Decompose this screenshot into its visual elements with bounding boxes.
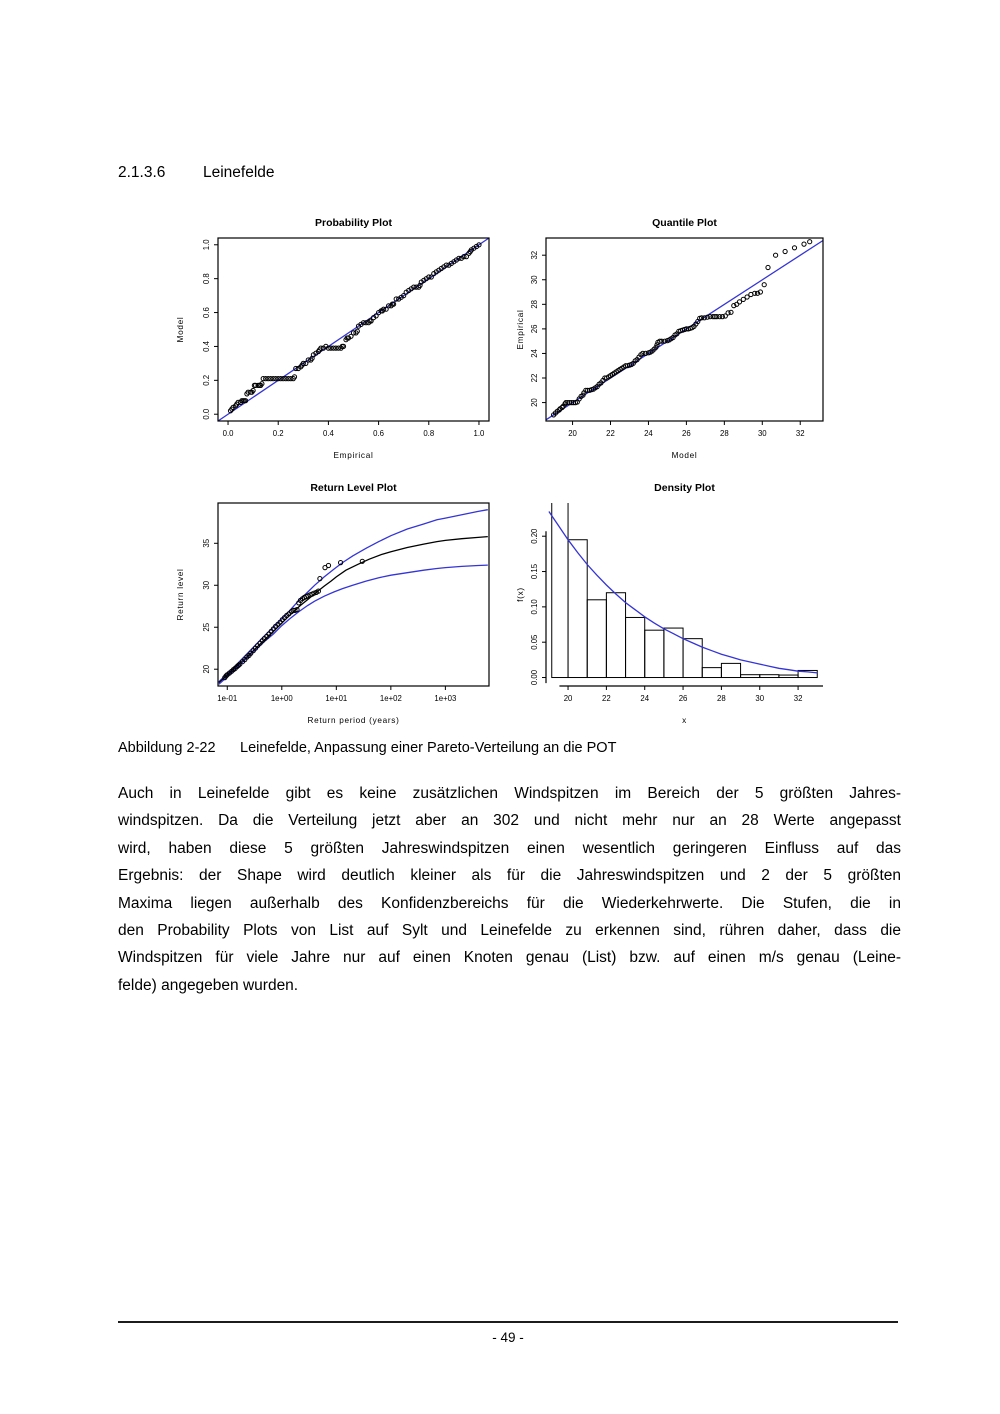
svg-text:26: 26: [682, 429, 691, 438]
svg-text:Empirical: Empirical: [334, 451, 374, 460]
svg-text:20: 20: [530, 398, 539, 407]
svg-text:26: 26: [679, 694, 688, 703]
svg-text:0.2: 0.2: [202, 375, 211, 386]
quantile-plot: 20 22 24 26 28 30 32 20 22 24 26 28 30 32 Quantile Plo…: [510, 205, 855, 470]
caption-label: Abbildung 2-22: [118, 740, 216, 756]
svg-text:Model: Model: [672, 451, 698, 460]
svg-text:0.6: 0.6: [373, 429, 384, 438]
svg-text:0.00: 0.00: [530, 669, 539, 685]
svg-text:26: 26: [530, 325, 539, 334]
svg-text:Quantile Plot: Quantile Plot: [652, 217, 717, 229]
svg-text:1e+03: 1e+03: [434, 694, 456, 703]
svg-text:Return period (years): Return period (years): [307, 716, 399, 725]
density-plot: 20 22 24 26 28 30 32 0.00 0.05 0.10 0.15 0.20 Densit…: [510, 470, 855, 735]
paragraph-line: Auch in Leinefelde gibt es keine zusätzl…: [118, 785, 901, 802]
svg-text:1e+01: 1e+01: [325, 694, 347, 703]
svg-text:0.10: 0.10: [530, 599, 539, 615]
return-level-plot: 1e-01 1e+00 1e+01 1e+02 1e+03 20 25 30 35 Return …: [170, 470, 515, 735]
paragraph-line: wird, haben diese 5 größten Jahreswindsp…: [118, 839, 901, 857]
footer-rule: [118, 1321, 898, 1323]
svg-text:22: 22: [602, 694, 611, 703]
svg-text:0.8: 0.8: [423, 429, 434, 438]
probability-plot: 0.0 0.2 0.4 0.6 0.8 1.0 0.0 0.2 0.4 0.6 0.8 1.0 Prob…: [170, 205, 515, 470]
section-number: 2.1.3.6: [118, 164, 166, 181]
paragraph-line: windspitzen. Da die Verteilung jetzt abe…: [118, 812, 901, 830]
svg-text:0.15: 0.15: [530, 563, 539, 579]
svg-text:24: 24: [640, 694, 649, 703]
svg-text:20: 20: [564, 694, 573, 703]
svg-text:1e+00: 1e+00: [271, 694, 294, 703]
svg-text:32: 32: [530, 251, 539, 260]
svg-text:1e-01: 1e-01: [217, 694, 237, 703]
svg-text:30: 30: [758, 429, 767, 438]
paragraph-line: Ergebnis: der Shape wird deutlich kleine…: [118, 867, 901, 885]
svg-text:0.4: 0.4: [323, 429, 335, 438]
svg-text:30: 30: [755, 694, 764, 703]
svg-text:20: 20: [202, 664, 211, 673]
paragraph-line: Maxima liegen außerhalb des Konfidenzber…: [118, 894, 901, 912]
svg-text:32: 32: [794, 694, 803, 703]
figure-caption: Abbildung 2-22 Leinefelde, Anpassung eine…: [118, 740, 616, 756]
svg-text:22: 22: [606, 429, 615, 438]
svg-text:Return Level Plot: Return Level Plot: [310, 482, 397, 494]
svg-text:28: 28: [720, 429, 729, 438]
caption-text: Leinefelde, Anpassung einer Pareto-Verte…: [240, 740, 617, 756]
svg-text:0.05: 0.05: [530, 634, 539, 650]
svg-text:0.0: 0.0: [202, 408, 211, 420]
svg-text:0.2: 0.2: [273, 429, 284, 438]
svg-text:f(x): f(x): [516, 587, 525, 602]
svg-text:0.20: 0.20: [530, 528, 539, 544]
svg-text:0.0: 0.0: [223, 429, 235, 438]
paragraph-line: den Probability Plots von List auf Sylt …: [118, 922, 901, 940]
svg-text:24: 24: [530, 348, 539, 357]
svg-text:32: 32: [796, 429, 805, 438]
svg-text:28: 28: [530, 300, 539, 309]
paragraph-line: Windspitzen für viele Jahre nur auf eine…: [118, 949, 901, 967]
svg-text:30: 30: [202, 580, 211, 589]
paragraph-line: felde) angegeben wurden.: [118, 976, 299, 994]
body-paragraph: Auch in Leinefelde gibt es keine zusätzl…: [118, 780, 901, 999]
section-heading: 2.1.3.6 Leinefelde: [118, 164, 275, 182]
svg-text:35: 35: [202, 538, 211, 547]
svg-text:30: 30: [530, 275, 539, 284]
svg-text:Model: Model: [176, 317, 185, 343]
svg-text:22: 22: [530, 374, 539, 383]
svg-text:20: 20: [568, 429, 577, 438]
svg-text:Probability Plot: Probability Plot: [315, 217, 393, 229]
svg-text:0.8: 0.8: [202, 273, 211, 284]
svg-text:0.6: 0.6: [202, 307, 211, 318]
svg-text:Density Plot: Density Plot: [654, 482, 715, 494]
section-title: Leinefelde: [203, 164, 275, 181]
svg-text:24: 24: [644, 429, 653, 438]
svg-text:1.0: 1.0: [202, 239, 211, 251]
svg-text:25: 25: [202, 622, 211, 631]
svg-text:Return level: Return level: [176, 568, 185, 620]
page-number: - 49 -: [492, 1330, 524, 1345]
svg-text:1e+02: 1e+02: [380, 694, 402, 703]
svg-text:1.0: 1.0: [474, 429, 486, 438]
svg-text:x: x: [682, 716, 687, 725]
svg-text:28: 28: [717, 694, 726, 703]
svg-text:Empirical: Empirical: [516, 310, 525, 350]
svg-text:0.4: 0.4: [202, 340, 211, 352]
